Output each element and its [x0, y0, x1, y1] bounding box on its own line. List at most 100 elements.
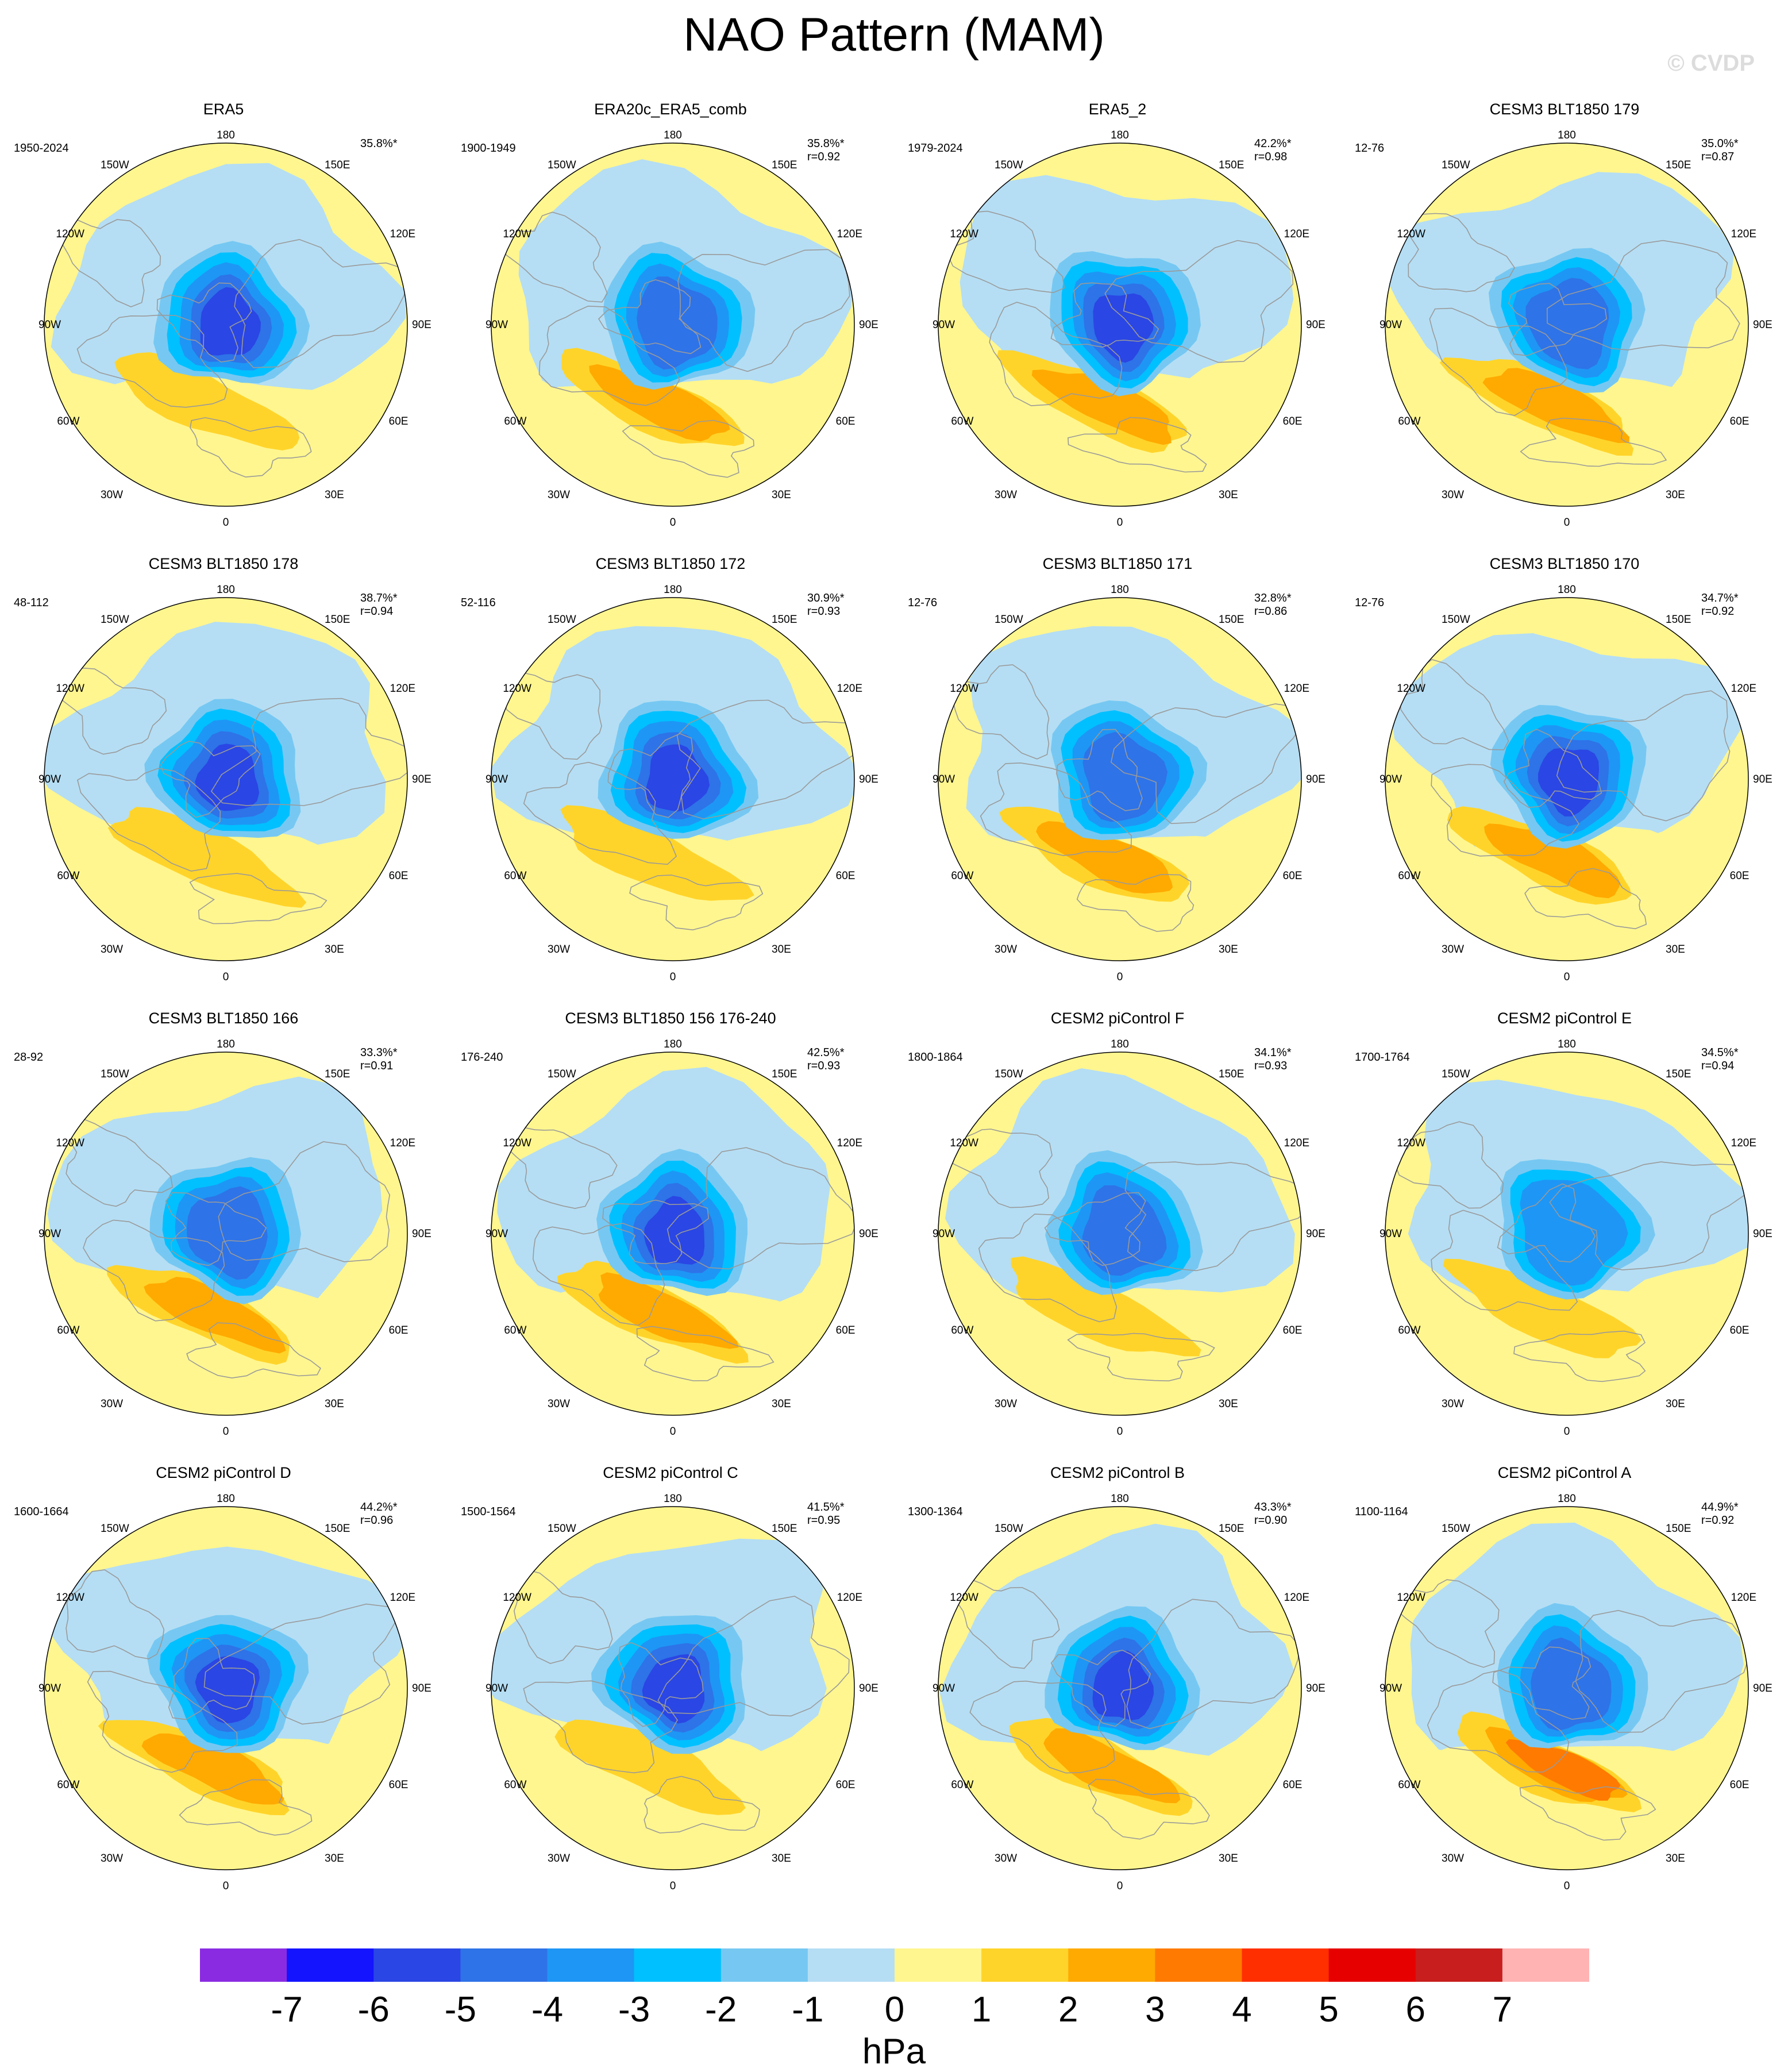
colorbar-swatch	[547, 1948, 635, 1982]
pattern-correlation: r=0.90	[1254, 1514, 1288, 1527]
polar-map	[44, 1052, 408, 1416]
lon-label-l90: 90W	[38, 319, 61, 331]
colorbar-tick-label: -6	[357, 1990, 390, 2029]
pattern-correlation: r=0.93	[1254, 1060, 1288, 1072]
contour-level--5	[642, 1654, 705, 1724]
lon-label-l60: 60W	[1398, 1324, 1421, 1337]
contour-level--5	[1538, 748, 1600, 817]
map-panel: CESM2 piControl C 1500-1564 41.5%* r=0.95 18…	[447, 1464, 894, 1918]
panel-title: CESM2 piControl B	[1050, 1464, 1185, 1481]
lon-label-l30: 30W	[101, 1397, 124, 1410]
contour-level-1	[57, 374, 403, 506]
map-border	[1385, 1506, 1749, 1870]
polar-map	[938, 1506, 1302, 1870]
colorbar-swatch	[200, 1948, 287, 1982]
colorbar-swatch	[895, 1948, 982, 1982]
map-border	[938, 1506, 1302, 1870]
variance-explained: 42.2%*	[1254, 137, 1292, 150]
colorbar-tick-label: -2	[705, 1990, 737, 2029]
coastline	[210, 698, 407, 806]
panel-stats: 35.8%*	[360, 137, 398, 151]
contour-level--4	[1082, 732, 1168, 822]
coastline	[64, 1117, 174, 1207]
lon-label-r30: 30E	[1666, 943, 1685, 956]
colorbar-tick-label: 4	[1232, 1990, 1252, 2029]
lon-label-l120: 120W	[950, 1592, 978, 1604]
lon-label-l120: 120W	[56, 683, 84, 695]
lon-label-bottom: 0	[1563, 1426, 1570, 1438]
lon-label-l120: 120W	[950, 228, 978, 240]
lon-label-r120: 120E	[837, 1592, 863, 1604]
lon-label-l90: 90W	[932, 1228, 955, 1240]
lon-label-l90: 90W	[38, 1682, 61, 1694]
lon-label-top: 180	[1558, 129, 1576, 141]
panel-period: 12-76	[1355, 142, 1385, 155]
lon-label-l60: 60W	[57, 870, 80, 882]
panel-stats: 41.5%* r=0.95	[807, 1501, 845, 1527]
lon-label-l150: 150W	[1442, 614, 1470, 626]
lon-label-l60: 60W	[57, 1779, 80, 1791]
lon-label-l90: 90W	[1379, 1682, 1402, 1694]
lon-label-l60: 60W	[951, 1324, 974, 1337]
lon-label-r120: 120E	[1284, 1137, 1310, 1149]
panel-title: CESM3 BLT1850 156 176-240	[565, 1010, 776, 1027]
panel-title: ERA20c_ERA5_comb	[594, 101, 747, 118]
panel-period: 1700-1764	[1355, 1051, 1410, 1064]
lon-label-l60: 60W	[951, 415, 974, 428]
lon-label-r30: 30E	[1219, 1397, 1238, 1410]
panel-stats: 43.3%* r=0.90	[1254, 1501, 1292, 1527]
lon-label-l120: 120W	[1397, 1592, 1425, 1604]
pattern-correlation: r=0.86	[1254, 605, 1288, 618]
lon-label-r120: 120E	[837, 1137, 863, 1149]
coastline	[160, 741, 261, 818]
lon-label-l150: 150W	[548, 1068, 576, 1081]
colorbar	[200, 1948, 1589, 1982]
contour-level-2	[114, 352, 300, 450]
panel-period: 52-116	[461, 596, 496, 609]
lon-label-r150: 150E	[325, 159, 350, 172]
contour-level-2	[560, 805, 754, 901]
contour-level--4	[1082, 1185, 1167, 1276]
polar-map	[938, 143, 1302, 507]
colorbar-swatch	[1155, 1948, 1242, 1982]
coastline	[523, 761, 677, 865]
coastline	[676, 699, 854, 819]
lon-label-bottom: 0	[669, 971, 676, 983]
panel-stats: 34.1%* r=0.93	[1254, 1046, 1292, 1073]
lon-label-l90: 90W	[485, 1228, 508, 1240]
lon-label-r120: 120E	[390, 683, 416, 695]
lon-label-r90: 90E	[1306, 1682, 1325, 1694]
lon-label-l90: 90W	[932, 319, 955, 331]
variance-explained: 34.5%*	[1701, 1046, 1739, 1059]
colorbar-swatch	[1068, 1948, 1155, 1982]
lon-label-r30: 30E	[325, 488, 344, 501]
panel-title: CESM3 BLT1850 179	[1489, 101, 1640, 118]
map-border	[491, 597, 855, 961]
lon-label-l60: 60W	[951, 870, 974, 882]
lon-label-r90: 90E	[412, 1228, 431, 1240]
lon-label-l30: 30W	[1442, 488, 1465, 501]
contour-level-2	[1011, 1256, 1201, 1357]
coastline	[618, 1642, 704, 1727]
polar-map	[44, 597, 408, 961]
map-border	[44, 143, 408, 507]
lon-label-r30: 30E	[325, 1852, 344, 1865]
panel-title: CESM2 piControl E	[1497, 1010, 1632, 1027]
lon-label-l150: 150W	[101, 614, 129, 626]
coastline	[1056, 729, 1143, 811]
coastline	[1126, 1599, 1300, 1730]
polar-map	[1385, 1052, 1749, 1416]
panel-period: 1300-1364	[908, 1505, 963, 1518]
lon-label-r150: 150E	[772, 614, 797, 626]
coastline	[1088, 1778, 1210, 1840]
lon-label-r90: 90E	[859, 773, 878, 785]
lon-label-l90: 90W	[932, 1682, 955, 1694]
lon-label-bottom: 0	[222, 517, 229, 529]
lon-label-r150: 150E	[1219, 1523, 1244, 1535]
panel-period: 1979-2024	[908, 142, 963, 155]
lon-label-l120: 120W	[950, 683, 978, 695]
coastline	[1503, 729, 1602, 808]
lon-label-r60: 60E	[835, 870, 856, 882]
coastline	[657, 1596, 850, 1717]
contour-level-3	[1043, 1728, 1181, 1804]
